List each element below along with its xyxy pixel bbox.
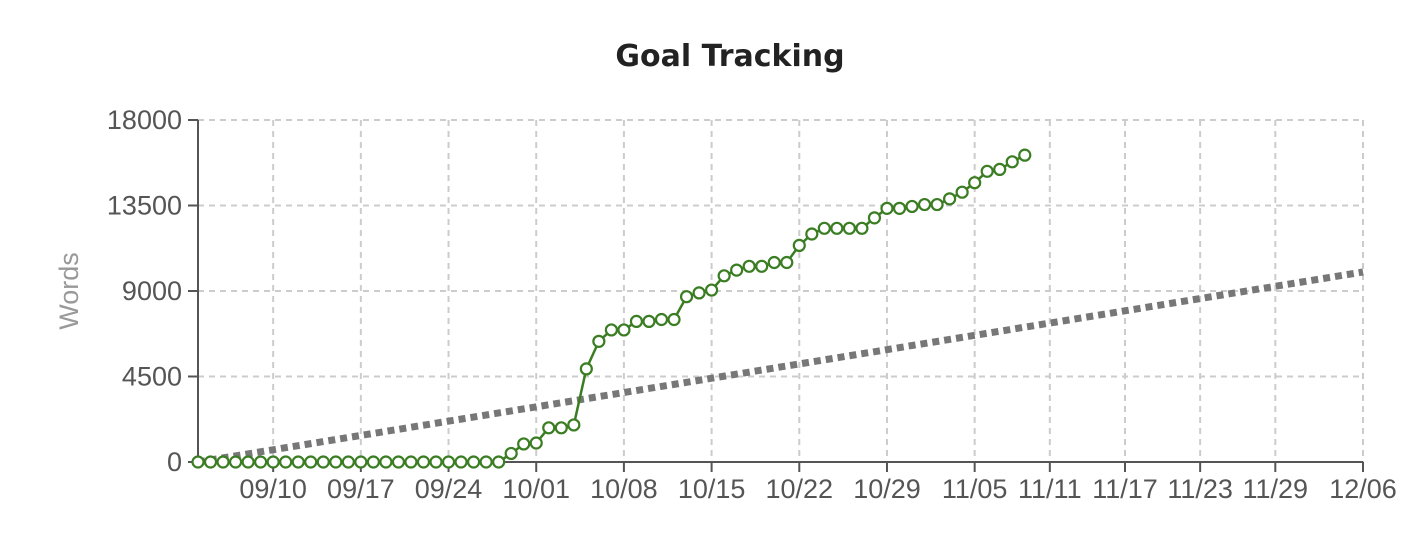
x-tick-label: 11/29	[1243, 474, 1309, 504]
progress-point	[654, 312, 669, 327]
progress-point	[705, 283, 719, 297]
x-tick-label: 10/01	[502, 474, 570, 504]
progress-point	[354, 455, 368, 469]
progress-point	[429, 455, 443, 469]
progress-point	[1005, 155, 1019, 169]
progress-point	[905, 199, 919, 214]
x-tick-label: 10/22	[766, 474, 834, 504]
progress-point	[279, 455, 293, 469]
progress-point	[266, 455, 280, 469]
y-axis-title: Words	[54, 252, 84, 330]
progress-point	[792, 238, 806, 252]
y-tick-label: 0	[167, 447, 182, 477]
progress-point	[805, 227, 819, 241]
progress-point	[492, 455, 506, 469]
progress-point	[504, 446, 518, 461]
progress-point	[817, 221, 831, 235]
progress-point	[993, 162, 1007, 176]
progress-point	[880, 201, 894, 215]
y-tick-label: 18000	[107, 105, 182, 135]
x-tick-label: 10/29	[853, 474, 921, 504]
progress-point	[842, 221, 856, 235]
progress-point	[241, 455, 255, 469]
progress-point	[692, 286, 706, 300]
progress-point	[416, 455, 431, 469]
x-axis-ticks: 09/10 09/17 09/24 10/01 10/08 10/15 10/22 10/29…	[239, 462, 1397, 504]
x-tick-label: 09/17	[327, 474, 395, 504]
series	[191, 148, 1364, 469]
chart-title: Goal Tracking	[615, 39, 844, 74]
progress-point	[542, 421, 556, 435]
progress-point	[529, 436, 543, 450]
progress-point	[228, 455, 243, 469]
y-tick-label: 9000	[122, 276, 182, 306]
progress-point	[629, 314, 644, 328]
progress-point	[755, 259, 769, 273]
progress-point	[191, 455, 205, 469]
progress-point	[742, 259, 756, 273]
x-tick-label: 11/11	[1018, 474, 1082, 504]
y-axis-ticks: 0 4500 9000 13500 18000	[107, 105, 198, 477]
progress-point	[329, 455, 343, 469]
progress-point	[767, 255, 781, 270]
progress-point	[567, 418, 581, 432]
progress-point	[454, 455, 468, 469]
progress-point	[892, 201, 907, 215]
progress-point	[917, 197, 932, 212]
progress-point	[391, 455, 406, 469]
progress-point	[780, 255, 794, 270]
grid	[198, 119, 1364, 462]
x-tick-label: 10/08	[590, 474, 658, 504]
progress-point	[316, 455, 330, 469]
x-tick-label: 11/05	[942, 474, 1008, 504]
x-tick-label: 09/10	[239, 474, 307, 504]
progress-point	[379, 455, 393, 469]
progress-point	[341, 455, 355, 469]
x-tick-label: 10/15	[678, 474, 746, 504]
progress-point	[642, 314, 656, 328]
progress-point	[479, 455, 493, 469]
y-tick-label: 13500	[107, 191, 182, 221]
progress-point	[955, 185, 969, 199]
progress-point	[554, 421, 568, 435]
x-tick-label: 09/24	[415, 474, 483, 504]
progress-point	[441, 455, 456, 469]
progress-point	[592, 334, 606, 348]
progress-point	[466, 455, 481, 469]
progress-point	[291, 455, 305, 469]
progress-point	[216, 455, 230, 469]
progress-point	[943, 192, 957, 206]
progress-point	[717, 269, 731, 283]
progress-point	[254, 455, 268, 469]
x-tick-label: 11/17	[1092, 474, 1158, 504]
progress-point	[617, 323, 631, 337]
progress-point	[366, 455, 380, 469]
y-tick-label: 4500	[122, 362, 182, 392]
progress-point	[404, 455, 418, 469]
progress-point	[830, 221, 844, 235]
progress-point	[1018, 148, 1032, 162]
progress-point	[968, 176, 982, 190]
progress-point	[867, 211, 882, 225]
progress-point	[579, 362, 593, 376]
progress-point	[930, 197, 944, 212]
x-tick-label: 11/23	[1167, 474, 1233, 504]
progress-point	[203, 455, 218, 469]
progress-point	[730, 263, 744, 277]
progress-line	[198, 154, 1026, 464]
progress-point	[980, 164, 994, 178]
progress-point	[517, 437, 531, 451]
x-tick-label: 12/06	[1329, 474, 1397, 504]
progress-point	[679, 290, 694, 304]
progress-point	[604, 323, 618, 337]
progress-point	[667, 312, 681, 327]
goal-line	[197, 268, 1364, 466]
progress-point	[855, 221, 869, 235]
progress-point	[304, 455, 318, 469]
